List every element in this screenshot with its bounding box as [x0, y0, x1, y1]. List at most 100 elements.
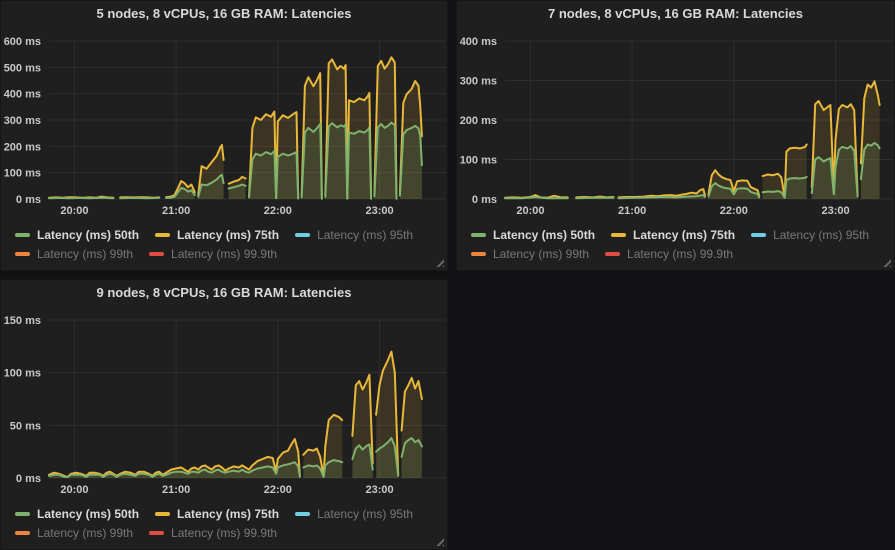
- series-line-50th: [197, 173, 225, 198]
- legend-label: Latency (ms) 99.9th: [627, 246, 734, 261]
- series-line-75th: [197, 144, 225, 197]
- series-line-50th: [227, 183, 247, 190]
- x-axis-tick-label: 21:00: [162, 484, 190, 496]
- legend: Latency (ms) 50th Latency (ms) 75th Latenc…: [1, 502, 447, 542]
- panel-resize-handle[interactable]: [436, 538, 444, 546]
- legend-item-99th[interactable]: Latency (ms) 99th: [15, 247, 133, 261]
- legend-label: Latency (ms) 50th: [493, 227, 596, 242]
- series-line-50th: [859, 141, 881, 181]
- series-line-50th: [48, 461, 301, 478]
- series-line-75th: [351, 373, 374, 465]
- legend-item-99.9th[interactable]: Latency (ms) 99.9th: [149, 526, 277, 540]
- panel-latencies-5-nodes: 5 nodes, 8 vCPUs, 16 GB RAM: Latencies 0…: [0, 0, 448, 271]
- series-color-swatch: [155, 511, 171, 516]
- x-axis-tick-label: 20:00: [60, 205, 88, 217]
- legend-row: Latency (ms) 50th Latency (ms) 75th Latenc…: [15, 504, 447, 523]
- series-fill-75th: [762, 144, 807, 199]
- series-color-swatch: [605, 251, 621, 256]
- series-line-75th: [373, 56, 398, 200]
- series-fill-50th: [301, 124, 322, 199]
- legend-label: Latency (ms) 50th: [37, 506, 140, 521]
- series-fill-50th: [762, 176, 807, 199]
- series-line-50th: [504, 196, 569, 200]
- legend-item-75th[interactable]: Latency (ms) 75th: [155, 228, 279, 242]
- y-axis-tick-label: 600 ms: [4, 36, 41, 48]
- series-line-75th: [400, 376, 423, 432]
- series-color-swatch: [471, 232, 486, 237]
- series-line-75th: [165, 180, 196, 199]
- series-line-50th: [617, 194, 706, 200]
- legend-item-75th[interactable]: Latency (ms) 75th: [611, 228, 735, 242]
- legend-item-50th[interactable]: Latency (ms) 50th: [471, 228, 595, 242]
- series-line-50th: [375, 437, 400, 477]
- y-axis-tick-label: 200 ms: [460, 115, 497, 127]
- series-line-50th: [707, 182, 761, 199]
- x-axis-tick-label: 22:00: [264, 484, 292, 496]
- y-axis-tick-label: 400 ms: [4, 89, 41, 101]
- series-fill-50th: [860, 142, 880, 199]
- series-color-swatch: [471, 251, 486, 256]
- y-axis-tick-label: 0 ms: [16, 473, 41, 485]
- series-fill-75th: [401, 377, 422, 478]
- panel-title[interactable]: 9 nodes, 8 vCPUs, 16 GB RAM: Latencies: [96, 285, 352, 300]
- x-axis-tick-label: 20:00: [516, 205, 544, 217]
- legend-item-95th[interactable]: Latency (ms) 95th: [295, 228, 413, 242]
- series-line-50th: [324, 122, 373, 200]
- series-fill-50th: [49, 462, 300, 478]
- series-color-swatch: [149, 251, 165, 256]
- y-axis-tick-label: 300 ms: [4, 115, 41, 127]
- series-fill-50th: [166, 187, 195, 199]
- legend: Latency (ms) 50th Latency (ms) 75th Latenc…: [457, 223, 894, 263]
- legend-item-99.9th[interactable]: Latency (ms) 99.9th: [149, 247, 277, 261]
- series-fill-50th: [401, 438, 422, 478]
- x-axis-tick-label: 22:00: [264, 205, 292, 217]
- latency-graph[interactable]: 0 ms 100 ms 200 ms 300 ms 400 ms 20:00 21:00 22…: [457, 27, 895, 223]
- y-axis-tick-label: 100 ms: [460, 155, 497, 167]
- legend-item-99.9th[interactable]: Latency (ms) 99.9th: [605, 247, 733, 261]
- panel-title[interactable]: 5 nodes, 8 vCPUs, 16 GB RAM: Latencies: [96, 6, 352, 21]
- panel-resize-handle[interactable]: [883, 259, 891, 267]
- panel-title[interactable]: 7 nodes, 8 vCPUs, 16 GB RAM: Latencies: [547, 6, 804, 21]
- legend-item-99th[interactable]: Latency (ms) 99th: [471, 247, 589, 261]
- series-fill-50th: [303, 460, 343, 478]
- legend-item-95th[interactable]: Latency (ms) 95th: [295, 507, 413, 521]
- panel-resize-handle[interactable]: [436, 259, 444, 267]
- x-axis-tick-label: 22:00: [720, 205, 748, 217]
- series-line-50th: [398, 124, 423, 197]
- series-line-75th: [375, 350, 400, 476]
- series-fill-50th: [399, 125, 422, 199]
- legend-item-95th[interactable]: Latency (ms) 95th: [751, 228, 869, 242]
- series-color-swatch: [751, 232, 767, 237]
- series-fill-75th: [303, 414, 343, 478]
- legend-item-50th[interactable]: Latency (ms) 50th: [15, 228, 139, 242]
- x-axis-tick-label: 23:00: [365, 205, 393, 217]
- latency-graph[interactable]: 0 ms 50 ms 100 ms 150 ms 20:00 21:00 22:00 23:0…: [1, 306, 449, 502]
- y-axis-tick-label: 0 ms: [472, 194, 497, 206]
- y-axis-tick-label: 50 ms: [10, 420, 41, 432]
- x-axis-tick-label: 21:00: [162, 205, 190, 217]
- series-color-swatch: [15, 530, 30, 535]
- legend-item-75th[interactable]: Latency (ms) 75th: [155, 507, 279, 521]
- legend-item-50th[interactable]: Latency (ms) 50th: [15, 507, 139, 521]
- series-line-75th: [859, 80, 881, 165]
- series-color-swatch: [611, 232, 627, 237]
- series-line-75th: [227, 175, 247, 185]
- latency-graph[interactable]: 0 ms 100 ms 200 ms 300 ms 400 ms 500 ms 600 ms…: [1, 27, 449, 223]
- series-color-swatch: [295, 232, 311, 237]
- legend-label: Latency (ms) 75th: [633, 227, 736, 242]
- y-axis-tick-label: 400 ms: [460, 36, 497, 48]
- series-line-50th: [373, 121, 398, 200]
- series-line-50th: [400, 437, 423, 458]
- series-line-75th: [48, 438, 301, 478]
- series-fill-75th: [352, 374, 373, 478]
- legend-item-99th[interactable]: Latency (ms) 99th: [15, 526, 133, 540]
- series-line-75th: [761, 143, 808, 198]
- legend-label: Latency (ms) 75th: [177, 227, 280, 242]
- panel-latencies-7-nodes: 7 nodes, 8 vCPUs, 16 GB RAM: Latencies 0…: [456, 0, 895, 271]
- series-line-50th: [248, 150, 300, 200]
- legend-row: Latency (ms) 99th Latency (ms) 99.9th: [471, 244, 894, 263]
- x-axis-tick-label: 21:00: [618, 205, 646, 217]
- panel-latencies-9-nodes: 9 nodes, 8 vCPUs, 16 GB RAM: Latencies 0…: [0, 279, 448, 550]
- series-fill-75th: [860, 81, 880, 199]
